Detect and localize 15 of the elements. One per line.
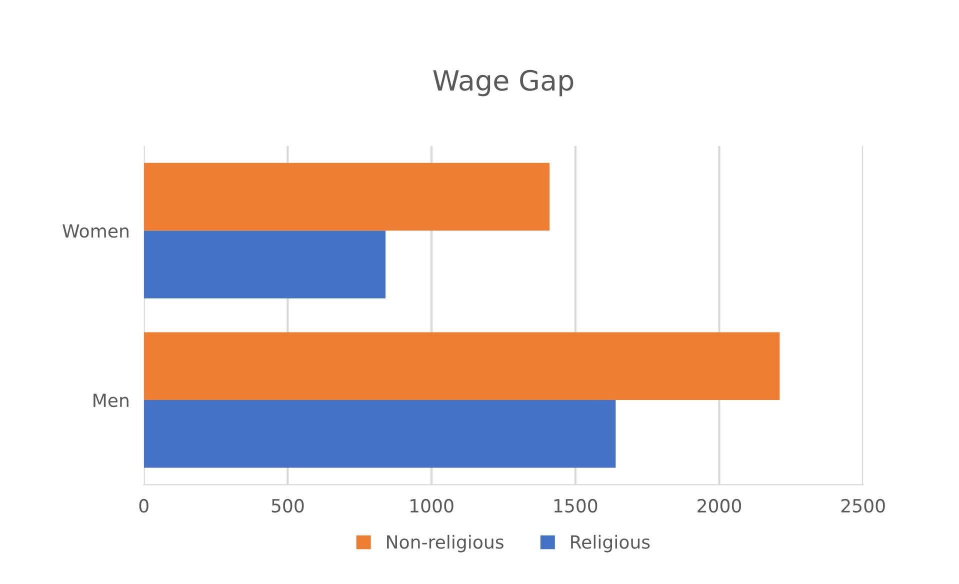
bar: [144, 332, 780, 400]
bar: [144, 400, 616, 468]
x-tick-label: 1000: [410, 498, 454, 513]
x-tick-label: 2500: [841, 498, 885, 513]
y-tick-label: Women: [62, 224, 128, 238]
x-tick-label: 500: [272, 498, 304, 513]
legend-label: Non-religious: [387, 534, 504, 552]
bar: [144, 230, 386, 298]
x-tick-label: 0: [139, 498, 148, 513]
y-tick-label: Men: [94, 394, 128, 408]
x-tick-label: 2000: [698, 498, 742, 513]
x-tick-label: 1500: [554, 498, 598, 513]
legend-label: Religious: [571, 534, 650, 552]
bar: [144, 162, 550, 231]
chart-title: Wage Gap: [433, 70, 574, 96]
